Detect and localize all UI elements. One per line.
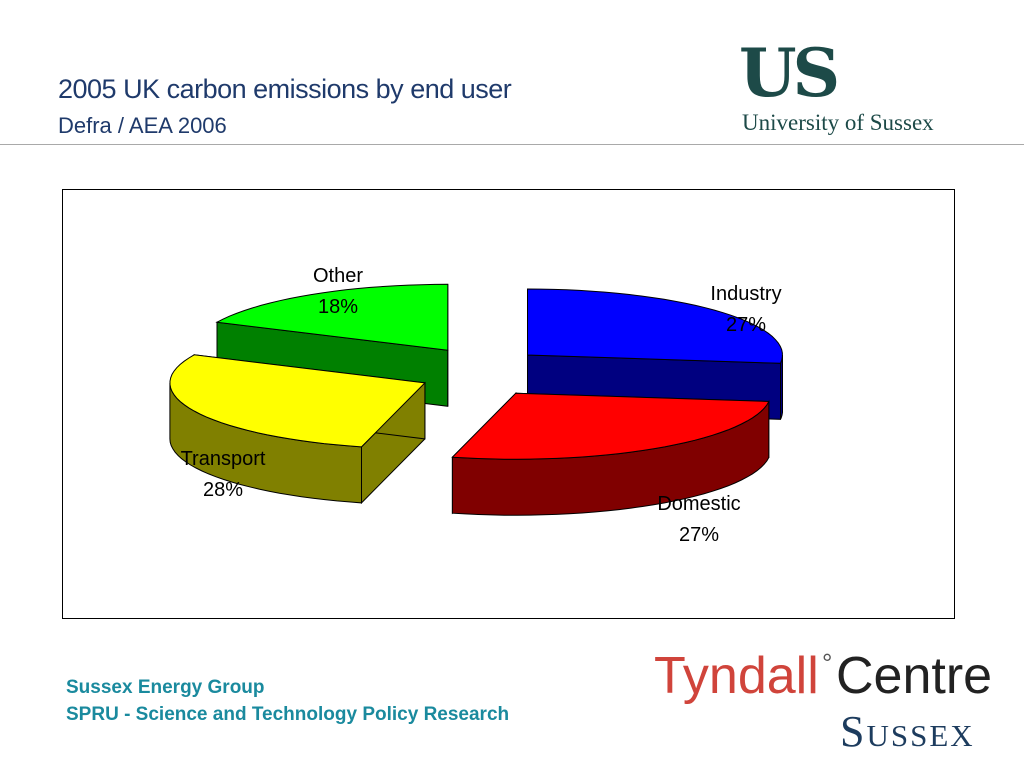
pie-slice-domestic	[451, 391, 770, 516]
us-logo-mark: US	[739, 34, 840, 112]
slide-title: 2005 UK carbon emissions by end user	[58, 74, 512, 104]
slice-top-transport	[169, 354, 426, 448]
header-divider	[0, 144, 1024, 145]
slice-top-industry	[527, 288, 783, 364]
chart-frame: Industry 27% Domestic 27% Transport 28% Other 1…	[62, 189, 955, 619]
tyndall-logo-word: Tyndall	[654, 647, 819, 705]
university-of-sussex-logo: US University of Sussex	[736, 36, 976, 146]
footer-organisation: Sussex Energy Group SPRU - Science and T…	[66, 674, 509, 728]
footer-line-group: Sussex Energy Group	[66, 677, 265, 698]
tyndall-centre-logo: Tyndall ° Centre Sussex	[652, 640, 1002, 760]
slice-label-domestic: Domestic	[657, 493, 740, 515]
footer-line-spru: SPRU - Science and Technology Policy Res…	[66, 704, 510, 725]
pie-chart: Industry 27% Domestic 27% Transport 28% Other 1…	[169, 265, 783, 546]
slice-outer-industry-0	[780, 355, 783, 420]
slice-percent-other: 18%	[318, 296, 358, 318]
pie-slice-transport	[169, 354, 426, 505]
slice-percent-industry: 27%	[726, 314, 766, 336]
us-logo-name: University of Sussex	[742, 110, 934, 135]
slice-percent-domestic: 27%	[679, 524, 719, 546]
slice-label-other: Other	[313, 265, 363, 287]
tyndall-logo-degree: °	[822, 648, 833, 678]
slice-label-industry: Industry	[710, 283, 781, 305]
tyndall-logo-centre: Centre	[836, 647, 993, 705]
slice-top-other	[215, 283, 449, 351]
slice-percent-transport: 28%	[203, 479, 243, 501]
tyndall-logo-sussex: Sussex	[840, 707, 975, 756]
slice-top-domestic	[451, 392, 770, 460]
slide-subtitle: Defra / AEA 2006	[58, 113, 227, 138]
slice-label-transport: Transport	[181, 448, 266, 470]
